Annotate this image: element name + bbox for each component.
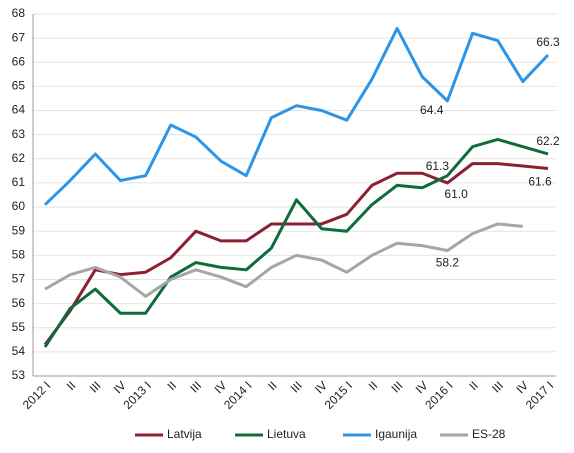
- y-tick-label: 54: [12, 344, 26, 358]
- y-tick-label: 62: [12, 151, 26, 165]
- y-tick-label: 65: [12, 79, 26, 93]
- data-label: 62.2: [536, 134, 560, 148]
- x-tick-label: 2016 I: [422, 378, 455, 411]
- data-label: 61.3: [426, 159, 450, 173]
- y-tick-label: 61: [12, 175, 26, 189]
- data-label: 64.4: [420, 103, 444, 117]
- y-tick-label: 55: [12, 320, 26, 334]
- y-tick-label: 57: [12, 272, 26, 286]
- x-tick-label: 2013 I: [120, 378, 153, 411]
- series-line: [43, 162, 549, 346]
- x-tick-label: IV: [211, 378, 229, 396]
- series-line: [43, 26, 550, 206]
- data-label: 61.6: [528, 175, 552, 189]
- x-tick-label: II: [64, 378, 79, 393]
- y-tick-label: 63: [12, 127, 26, 141]
- y-tick-label: 59: [12, 223, 26, 237]
- y-tick-label: 53: [12, 368, 26, 382]
- series-line: [44, 222, 523, 298]
- y-tick-label: 68: [12, 6, 26, 20]
- x-tick-label: II: [265, 378, 280, 393]
- y-tick-label: 60: [12, 199, 26, 213]
- x-tick-label: 2014 I: [221, 378, 254, 411]
- x-tick-label: III: [187, 378, 204, 395]
- legend-label: Lietuva: [267, 427, 306, 441]
- y-tick-label: 66: [12, 54, 26, 68]
- x-tick-label: III: [288, 378, 305, 395]
- legend-label: Igaunija: [375, 427, 417, 441]
- y-tick-label: 67: [12, 30, 26, 44]
- x-tick-label: III: [87, 378, 104, 395]
- series-line: [43, 137, 549, 348]
- x-tick-label: IV: [413, 378, 431, 396]
- x-tick-label: II: [164, 378, 179, 393]
- data-label: 66.3: [536, 35, 560, 49]
- data-label: 58.2: [436, 256, 460, 270]
- x-tick-label: IV: [513, 378, 531, 396]
- x-tick-label: III: [489, 378, 506, 395]
- y-tick-label: 64: [12, 103, 26, 117]
- x-tick-label: 2017 I: [523, 378, 556, 411]
- x-tick-label: IV: [312, 378, 330, 396]
- x-tick-label: III: [388, 378, 405, 395]
- x-tick-label: IV: [111, 378, 129, 396]
- x-tick-label: II: [366, 378, 381, 393]
- y-tick-label: 58: [12, 248, 26, 262]
- legend-label: Latvija: [167, 427, 202, 441]
- x-tick-label: 2015 I: [322, 378, 355, 411]
- legend-label: ES-28: [472, 427, 506, 441]
- data-label: 61.0: [444, 187, 468, 201]
- x-tick-label: 2012 I: [20, 378, 53, 411]
- x-tick-label: II: [466, 378, 481, 393]
- y-tick-label: 56: [12, 296, 26, 310]
